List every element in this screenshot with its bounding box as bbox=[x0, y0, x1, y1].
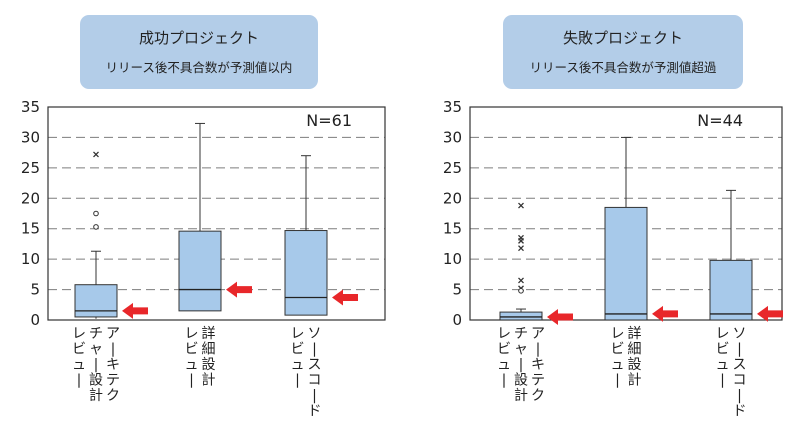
y-tick-label: 15 bbox=[21, 220, 40, 238]
sample-size-label: N=44 bbox=[697, 111, 743, 130]
outlier-cross bbox=[93, 151, 99, 158]
y-tick-label: 0 bbox=[452, 311, 462, 329]
median-arrow bbox=[226, 281, 252, 298]
iqr-box bbox=[499, 311, 543, 321]
y-tick-label: 25 bbox=[21, 159, 40, 177]
y-tick-label: 25 bbox=[443, 159, 462, 177]
y-tick-label: 20 bbox=[443, 189, 462, 207]
median-arrow bbox=[122, 302, 148, 319]
y-tick-label: 15 bbox=[443, 220, 462, 238]
category-label: 詳細設計 bbox=[628, 326, 642, 389]
box-3 bbox=[709, 189, 783, 322]
category-label: レビュ| bbox=[185, 326, 199, 389]
iqr-box bbox=[74, 284, 118, 318]
box-2 bbox=[178, 122, 252, 312]
outlier-circle bbox=[518, 287, 524, 294]
chart-subtitle: リリース後不具合数が予測値超過 bbox=[530, 60, 717, 75]
outlier-cross bbox=[518, 277, 524, 284]
box-1 bbox=[74, 151, 148, 319]
y-tick-label: 5 bbox=[452, 281, 462, 299]
median-arrow bbox=[757, 305, 783, 322]
category-label: レビュ| bbox=[611, 326, 625, 389]
y-tick-label: 10 bbox=[443, 250, 462, 268]
outlier-cross bbox=[518, 237, 524, 244]
iqr-box bbox=[709, 259, 753, 321]
y-tick-label: 35 bbox=[21, 98, 40, 116]
category-label: ア|キテク bbox=[106, 326, 120, 404]
outlier-cross bbox=[518, 245, 524, 252]
median-arrow bbox=[547, 308, 573, 325]
chart-subtitle: リリース後不具合数が予測値以内 bbox=[106, 60, 293, 75]
median-arrow bbox=[652, 305, 678, 322]
sample-size-label: N=61 bbox=[306, 111, 352, 130]
category-label: 詳細設計 bbox=[202, 326, 216, 389]
y-tick-label: 5 bbox=[30, 281, 40, 299]
iqr-box bbox=[178, 230, 222, 312]
y-tick-label: 30 bbox=[21, 128, 40, 146]
y-tick-label: 35 bbox=[443, 98, 462, 116]
chart-title: 失敗プロジェクト bbox=[563, 29, 683, 47]
category-label: チャ|設計 bbox=[89, 326, 103, 404]
y-tick-label: 20 bbox=[21, 189, 40, 207]
category-label: レビュ| bbox=[497, 326, 511, 389]
category-label: ソ|スコ|ド bbox=[733, 326, 747, 420]
category-label: ア|キテク bbox=[531, 326, 545, 404]
outlier-circle bbox=[93, 210, 99, 217]
box-2 bbox=[604, 136, 678, 322]
box-1 bbox=[499, 202, 573, 325]
title-box bbox=[503, 15, 743, 89]
outlier-circle bbox=[93, 224, 99, 230]
box-3 bbox=[284, 155, 358, 316]
category-label: レビュ| bbox=[291, 326, 305, 389]
chart-title: 成功プロジェクト bbox=[139, 29, 259, 47]
outlier-cross bbox=[518, 202, 524, 209]
y-tick-label: 10 bbox=[21, 250, 40, 268]
title-box bbox=[80, 15, 318, 89]
iqr-box bbox=[604, 206, 648, 321]
category-label: レビュ| bbox=[72, 326, 86, 389]
y-tick-label: 0 bbox=[30, 311, 40, 329]
category-label: レビュ| bbox=[716, 326, 730, 389]
plot-frame bbox=[47, 106, 386, 321]
iqr-box bbox=[284, 230, 328, 316]
median-arrow bbox=[332, 289, 358, 306]
category-label: ソ|スコ|ド bbox=[308, 326, 322, 420]
category-label: チャ|設計 bbox=[514, 326, 528, 404]
y-tick-label: 30 bbox=[443, 128, 462, 146]
